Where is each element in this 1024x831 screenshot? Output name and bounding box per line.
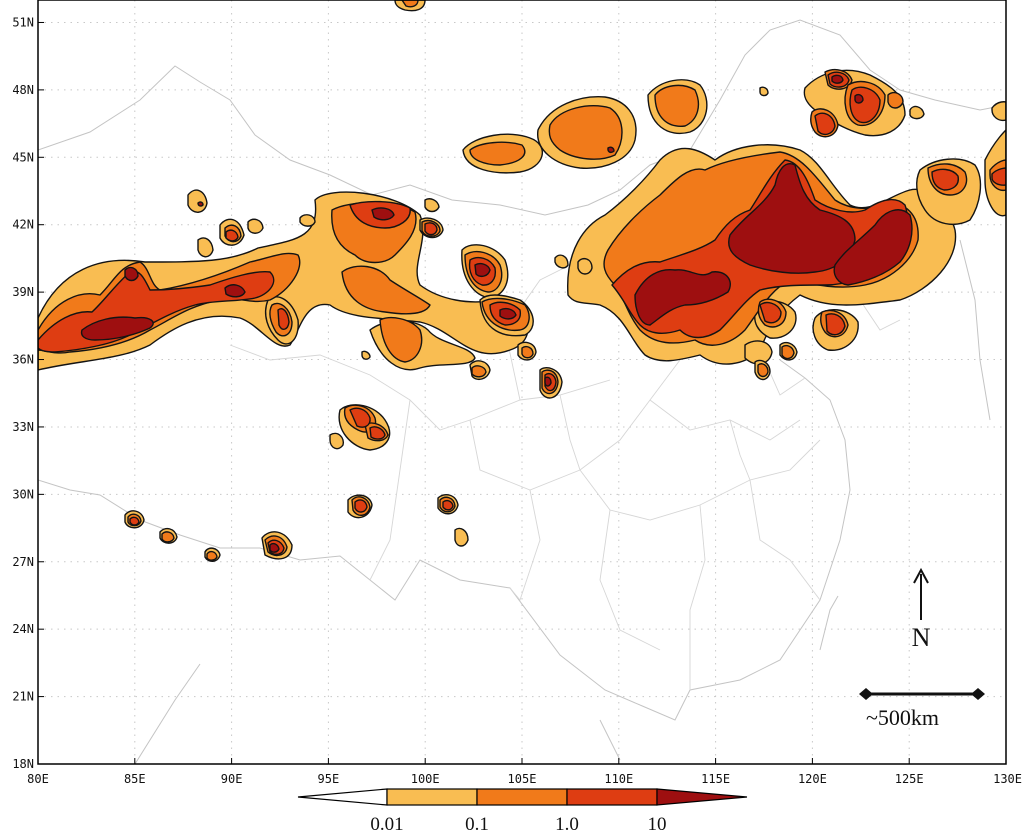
x-axis: 80E 85E 90E 95E 100E 105E 110E 115E 120E 125E 130E bbox=[27, 758, 1022, 786]
scale-bar-left-end bbox=[859, 688, 873, 700]
country-boundaries bbox=[38, 19, 1006, 764]
x-tick-label: 120E bbox=[798, 772, 827, 786]
colorbar-label-1: 0.01 bbox=[370, 814, 403, 831]
y-tick-label: 27N bbox=[12, 555, 34, 569]
colorbar: 0.01 0.1 1.0 10 bbox=[297, 788, 748, 831]
contour-level-10 bbox=[80, 74, 913, 553]
scale-bar-right-end bbox=[971, 688, 985, 700]
colorbar-label-4: 10 bbox=[648, 814, 667, 831]
x-tick-label: 90E bbox=[221, 772, 243, 786]
y-tick-label: 21N bbox=[12, 690, 34, 704]
y-tick-label: 45N bbox=[12, 150, 34, 164]
y-tick-label: 24N bbox=[12, 622, 34, 636]
y-tick-label: 36N bbox=[12, 353, 34, 367]
north-arrow: N bbox=[912, 567, 931, 652]
precipitation-field bbox=[38, 0, 1006, 562]
colorbar-label-2: 0.1 bbox=[465, 814, 489, 831]
y-tick-label: 39N bbox=[12, 285, 34, 299]
x-tick-label: 85E bbox=[124, 772, 146, 786]
y-tick-label: 48N bbox=[12, 83, 34, 97]
x-tick-label: 80E bbox=[27, 772, 49, 786]
colorbar-segment-3 bbox=[566, 788, 658, 806]
x-tick-label: 100E bbox=[411, 772, 440, 786]
scale-bar-label: ~500km bbox=[866, 705, 939, 730]
y-tick-label: 42N bbox=[12, 218, 34, 232]
colorbar-segment-1 bbox=[386, 788, 478, 806]
colorbar-segment-2 bbox=[476, 788, 568, 806]
x-tick-label: 95E bbox=[318, 772, 340, 786]
y-axis: 18N 21N 24N 27N 30N 33N 36N 39N 42N 45N 48N 51N bbox=[12, 15, 44, 771]
scale-bar: ~500km bbox=[859, 688, 985, 730]
north-label: N bbox=[912, 623, 931, 652]
x-tick-label: 130E bbox=[993, 772, 1022, 786]
y-tick-label: 33N bbox=[12, 420, 34, 434]
x-tick-label: 115E bbox=[701, 772, 730, 786]
x-tick-label: 105E bbox=[508, 772, 537, 786]
x-tick-label: 125E bbox=[895, 772, 924, 786]
x-tick-label: 110E bbox=[604, 772, 633, 786]
y-tick-label: 18N bbox=[12, 757, 34, 771]
y-tick-label: 30N bbox=[12, 487, 34, 501]
y-tick-label: 51N bbox=[12, 15, 34, 29]
colorbar-low-triangle bbox=[297, 788, 388, 806]
colorbar-high-triangle bbox=[656, 788, 748, 806]
north-arrow-head bbox=[913, 567, 929, 584]
colorbar-label-3: 1.0 bbox=[555, 814, 579, 831]
